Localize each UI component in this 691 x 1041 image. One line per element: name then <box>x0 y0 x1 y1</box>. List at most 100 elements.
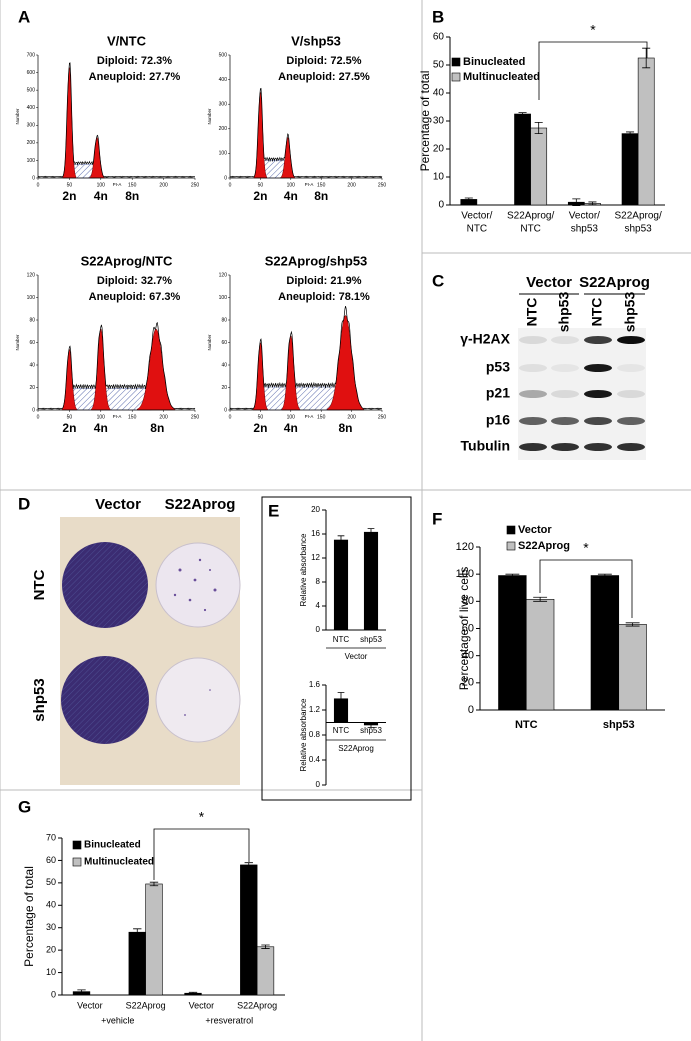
error-bar <box>533 596 548 602</box>
y-tick-label: 20 <box>46 945 56 955</box>
cell-peak <box>91 328 111 411</box>
x-tick-label: 0 <box>229 414 232 420</box>
group-label: Vector <box>526 274 572 291</box>
error-bar <box>642 47 651 69</box>
x-axis-label: PI-A <box>305 414 314 419</box>
significance-bracket <box>153 828 250 880</box>
panel-label: G <box>18 797 31 816</box>
y-axis-label: Number <box>15 108 20 125</box>
ploidy-label: 2n <box>253 189 267 203</box>
x-tick-label: shp53 <box>603 719 635 731</box>
y-tick-label: 20 <box>221 385 227 391</box>
x-tick-label: 250 <box>378 182 387 188</box>
legend-swatch <box>451 72 461 82</box>
error-bar <box>464 197 473 202</box>
column-label: S22Aprog <box>165 496 236 513</box>
y-tick-label: 120 <box>456 541 474 553</box>
lane-label: shp53 <box>556 292 572 333</box>
y-tick-label: 300 <box>27 123 36 129</box>
y-tick-label: 20 <box>29 385 35 391</box>
row-label: p16 <box>486 412 510 428</box>
y-tick-label: 10 <box>433 172 445 183</box>
panel-label: E <box>268 501 279 520</box>
blot-band <box>519 336 547 344</box>
row-label: NTC <box>31 569 48 600</box>
bar <box>530 127 548 206</box>
x-tick-label: shp53 <box>360 726 382 735</box>
y-tick-label: 30 <box>46 922 56 932</box>
y-tick-label: 20 <box>311 505 320 514</box>
blot-band <box>551 336 579 344</box>
error-bar <box>367 722 375 728</box>
aneuploid-text: Aneuploid: 78.1% <box>278 291 370 303</box>
x-tick-label: 200 <box>347 182 356 188</box>
y-tick-label: 80 <box>221 317 227 323</box>
bar <box>514 113 531 206</box>
row-label: γ-H2AX <box>460 331 510 347</box>
bar <box>498 575 527 711</box>
y-tick-label: 0 <box>224 407 227 413</box>
x-tick-label: 200 <box>347 414 356 420</box>
x-tick-label: 0 <box>37 414 40 420</box>
y-tick-label: 500 <box>27 87 36 93</box>
legend-swatch <box>72 857 82 867</box>
x-tick-label: shp53 <box>625 224 653 235</box>
ploidy-label: 4n <box>284 189 298 203</box>
x-tick-label: S22Aprog <box>126 1000 166 1010</box>
y-tick-label: 60 <box>221 340 227 346</box>
y-tick-label: 1.6 <box>309 680 321 689</box>
y-tick-label: 300 <box>219 102 228 108</box>
panel-label: A <box>18 7 30 26</box>
ploidy-label: 8n <box>314 189 328 203</box>
x-axis-label: PI-A <box>305 182 314 187</box>
blot-band <box>584 443 612 451</box>
y-tick-label: 60 <box>29 340 35 346</box>
row-label: shp53 <box>31 678 48 721</box>
diploid-text: Diploid: 32.7% <box>97 275 172 287</box>
blot-band <box>584 364 612 372</box>
x-tick-label: S22Aprog/ <box>507 211 554 222</box>
panel-e-box <box>261 496 412 801</box>
x-tick-label: 100 <box>287 182 296 188</box>
y-tick-label: 0.8 <box>309 730 321 739</box>
error-bar <box>261 944 270 949</box>
y-tick-label: 200 <box>27 140 36 146</box>
ploidy-label: 2n <box>62 421 76 435</box>
y-tick-label: 120 <box>27 272 36 278</box>
y-tick-label: 0 <box>316 780 321 789</box>
x-tick-label: 0 <box>37 182 40 188</box>
x-tick-label: 150 <box>317 182 326 188</box>
row-label: Tubulin <box>461 438 511 454</box>
x-tick-label: 100 <box>97 182 106 188</box>
blot-band <box>551 443 579 451</box>
legend-label: Multinucleated <box>84 857 154 868</box>
bar <box>333 539 349 631</box>
error-bar <box>505 573 520 578</box>
x-tick-label: Vector/ <box>569 211 600 222</box>
y-tick-label: 100 <box>219 151 228 157</box>
y-tick-label: 60 <box>433 32 445 43</box>
blot-band <box>617 336 645 344</box>
x-tick-label: NTC <box>467 224 488 235</box>
histogram-outline <box>229 87 383 179</box>
s-phase-area <box>263 386 340 411</box>
blot-band <box>519 417 547 425</box>
ploidy-label: 2n <box>62 189 76 203</box>
aneuploid-text: Aneuploid: 27.5% <box>278 71 370 83</box>
blot-band <box>551 364 579 372</box>
ploidy-label: 8n <box>125 189 139 203</box>
x-tick-label: S22Aprog <box>237 1000 277 1010</box>
s-phase-area <box>263 160 285 179</box>
panel-label: B <box>432 7 444 26</box>
y-tick-label: 100 <box>27 295 36 301</box>
y-tick-label: 60 <box>462 622 474 634</box>
y-tick-label: 30 <box>433 116 445 127</box>
group-label: Vector <box>345 652 368 661</box>
significance-bracket <box>539 559 633 618</box>
x-axis-label: PI-A <box>113 414 122 419</box>
bar <box>256 946 275 996</box>
error-bar <box>133 928 142 936</box>
y-tick-label: 100 <box>219 295 228 301</box>
